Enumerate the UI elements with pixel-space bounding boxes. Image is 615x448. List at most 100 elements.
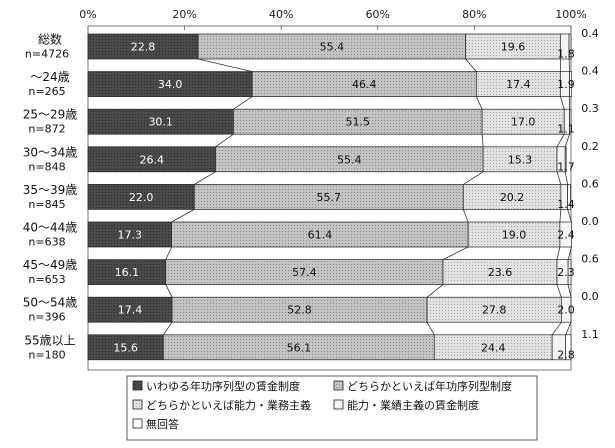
connector-line: [426, 284, 444, 298]
data-label: 56.1: [287, 341, 312, 354]
bar-segment: [564, 146, 567, 173]
data-label: 0.2: [581, 140, 599, 153]
bar-segment: [465, 33, 561, 60]
connector-line: [556, 246, 561, 260]
legend-swatch: [132, 399, 143, 410]
row-label: 40～44歳: [23, 221, 78, 235]
row-label: 35～39歳: [23, 183, 78, 197]
connector-line: [465, 58, 477, 72]
data-label: 17.0: [511, 116, 536, 129]
data-label: 61.4: [308, 229, 333, 242]
data-label: 1.1: [557, 123, 575, 136]
x-tick-label: 60%: [366, 8, 390, 21]
connector-line: [567, 284, 572, 298]
bar-segment: [565, 334, 572, 361]
row-label: 30～34歳: [23, 145, 78, 159]
row-label: 25～29歳: [23, 108, 78, 122]
bar-segment: [233, 108, 483, 135]
x-tick-label: 40%: [269, 8, 293, 21]
row-n-label: n=872: [28, 123, 65, 136]
row-label: 45～49歳: [23, 258, 78, 272]
bar-segment: [87, 108, 234, 135]
row-n-label: n=638: [28, 236, 65, 249]
bar-segment: [87, 184, 195, 210]
data-label: 15.6: [113, 341, 138, 354]
bar-segment: [87, 259, 167, 285]
data-label: 55.7: [317, 191, 342, 204]
x-tick-label: 20%: [172, 8, 196, 21]
bar-segment: [87, 33, 199, 60]
connector-lines: [163, 58, 572, 336]
legend-label: どちらかといえば能力・業務主義: [146, 398, 311, 412]
legend-label: 能力・業績主義の賃金制度: [347, 398, 479, 412]
bar-segment: [87, 71, 253, 97]
data-label: 23.6: [488, 266, 513, 279]
data-label: 1.4: [557, 198, 575, 211]
bar-segment: [87, 146, 216, 173]
connector-line: [556, 134, 565, 147]
legend-swatch: [333, 380, 344, 391]
data-label: 0.4: [581, 27, 599, 40]
bar-segment: [567, 259, 572, 285]
data-label: 55.4: [320, 41, 345, 54]
data-label: 0.3: [581, 102, 599, 115]
bar-segment: [215, 146, 484, 173]
row-n-label: n=265: [28, 85, 65, 98]
bar-segment: [569, 71, 572, 97]
bar-segment: [482, 146, 558, 173]
connector-line: [556, 171, 562, 185]
data-label: 1.1: [581, 328, 599, 341]
data-label: 0.4: [581, 65, 599, 78]
data-label: 24.4: [481, 341, 506, 354]
data-label: 1.8: [557, 48, 575, 61]
bars: [87, 33, 572, 361]
data-label: 1.7: [557, 160, 575, 173]
legend-swatch: [132, 418, 143, 429]
data-label: 0.6: [581, 177, 599, 190]
connector-line: [215, 133, 234, 148]
connector-line: [163, 321, 173, 336]
data-label: 55.4: [337, 153, 362, 166]
connector-line: [567, 246, 572, 260]
data-label: 2.0: [557, 304, 575, 317]
connector-line: [194, 171, 216, 185]
connector-line: [198, 58, 253, 72]
data-label: 51.5: [346, 116, 371, 129]
row-n-label: n=4726: [25, 48, 69, 61]
data-label: 26.4: [140, 153, 165, 166]
legend-frame: [126, 375, 538, 441]
data-label: 22.8: [131, 41, 156, 54]
bar-segment: [87, 296, 173, 323]
data-label: 1.9: [557, 78, 575, 91]
bar-segment: [567, 184, 571, 210]
connector-line: [481, 134, 484, 147]
bar-segment: [569, 108, 572, 135]
row-label: 総数: [38, 32, 62, 47]
bar-segment: [165, 259, 444, 285]
data-label: 2.4: [557, 229, 575, 242]
connector-line: [559, 209, 562, 223]
data-label: 15.3: [508, 153, 533, 166]
x-axis: 0% 20% 40% 60% 80% 100%: [79, 8, 587, 371]
bar-segment: [568, 33, 572, 60]
row-label: ～24歳: [30, 70, 69, 84]
data-label: 19.6: [501, 41, 526, 54]
connector-line: [426, 322, 435, 335]
connector-line: [165, 284, 173, 298]
x-tick-label: 100%: [555, 8, 586, 21]
legend: いわゆる年功序列型の賃金制度 どちらかといえば年功序列型制度どちらかといえば能力・…: [126, 375, 538, 441]
data-label: 46.4: [352, 78, 377, 91]
connector-line: [165, 246, 172, 260]
bar-segment: [251, 71, 477, 97]
data-label: 17.4: [506, 78, 531, 91]
data-label: 22.0: [129, 191, 154, 204]
bar-segment: [171, 221, 469, 248]
bar-segment: [433, 334, 553, 361]
data-label: 30.1: [148, 116, 173, 129]
data-label: 16.1: [115, 266, 140, 279]
row-label: 55歳以上: [24, 333, 75, 347]
data-label: 52.8: [287, 304, 312, 317]
legend-swatch: [132, 380, 143, 391]
bar-segment: [481, 108, 565, 135]
